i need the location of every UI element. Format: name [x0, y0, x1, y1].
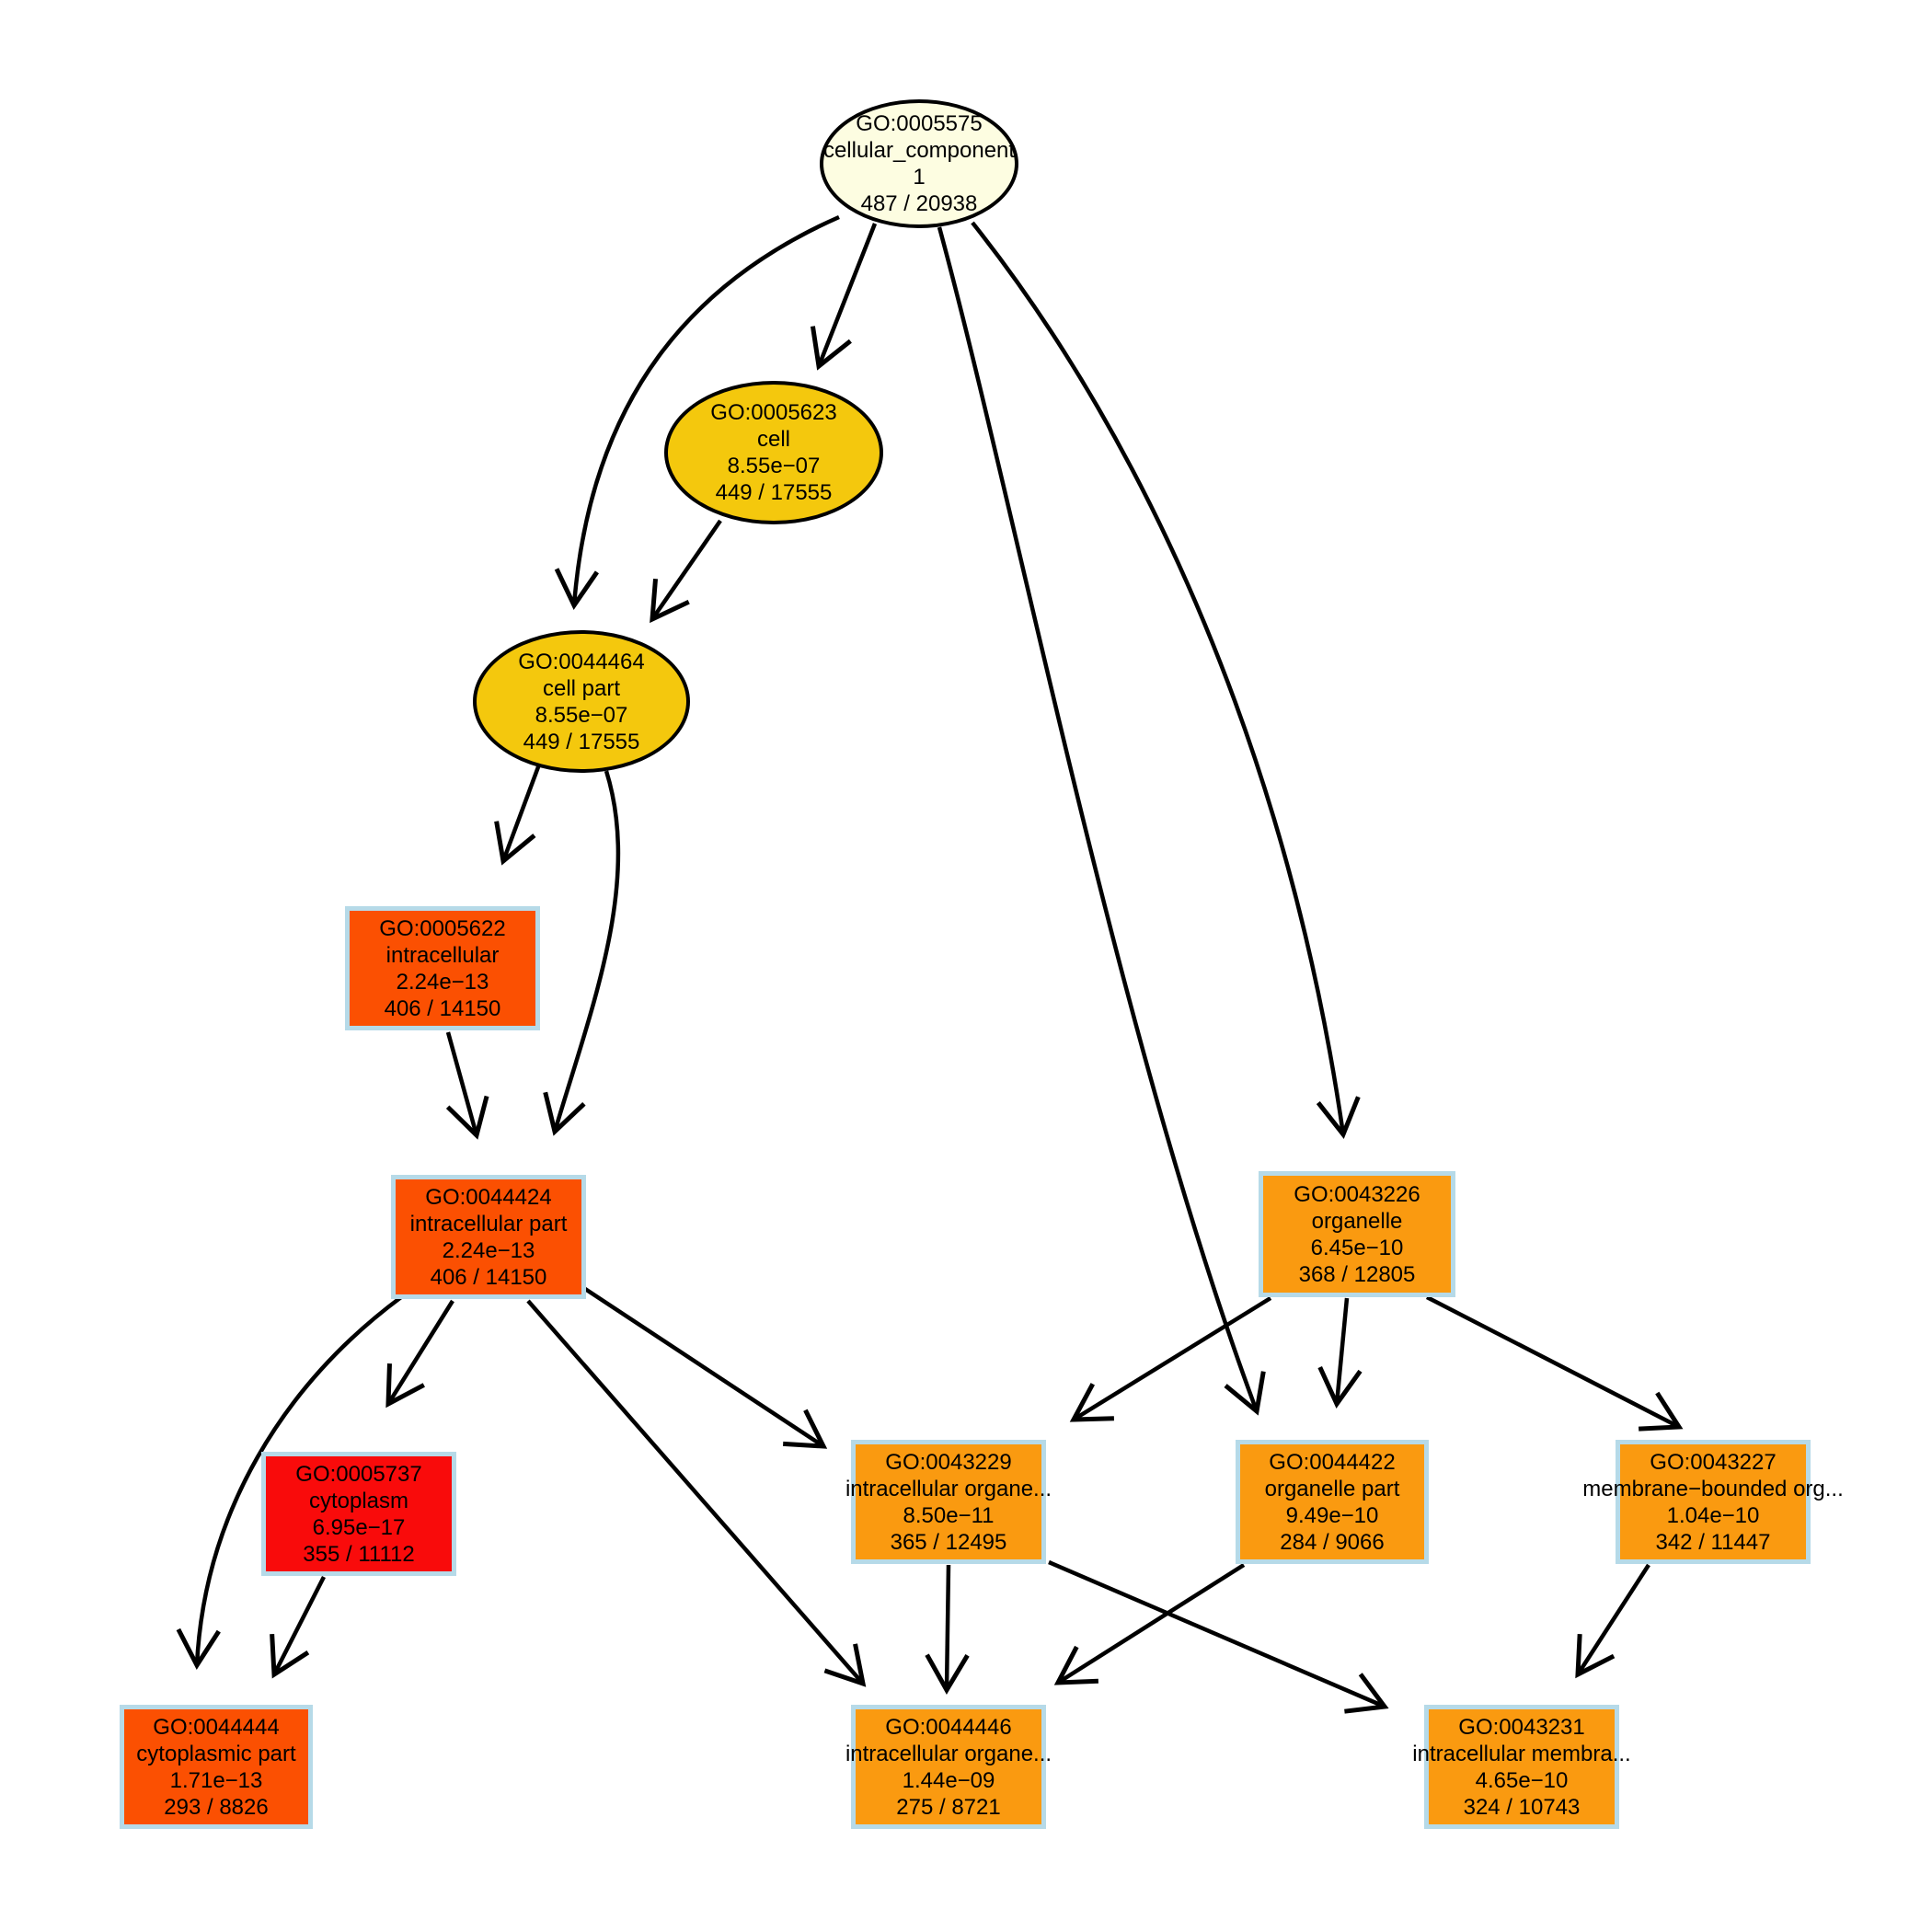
go-pvalue: 1: [913, 165, 926, 190]
node-go0043229-intracellular-organelle: GO:0043229 intracellular organe... 8.50e…: [845, 1440, 1052, 1564]
node-go0044424-intracellular-part: GO:0044424 intracellular part 2.24e−13 4…: [391, 1175, 586, 1299]
edge-go0044422-go0044446: [1053, 1563, 1246, 1685]
edge-go0005623-go0044464: [650, 519, 722, 624]
node-go0043226-organelle: GO:0043226 organelle 6.45e−10 368 / 1280…: [1259, 1171, 1455, 1297]
go-term: membrane−bounded org...: [1582, 1476, 1844, 1501]
go-pvalue: 6.45e−10: [1310, 1235, 1404, 1260]
edge-go0043229-go0044446: [925, 1564, 970, 1695]
go-term: intracellular membra...: [1412, 1741, 1631, 1766]
go-ratio: 342 / 11447: [1655, 1529, 1771, 1555]
edge-go0043226-go0044422: [1317, 1297, 1363, 1409]
go-ratio: 406 / 14150: [384, 995, 501, 1021]
edge-go0044424-go0044446: [526, 1299, 867, 1687]
go-term: cytoplasm: [308, 1488, 409, 1513]
go-pvalue: 4.65e−10: [1475, 1767, 1569, 1793]
edge-go0044424-go0044444: [176, 1295, 403, 1670]
node-go0044446-intracellular-organelle-part: GO:0044446 intracellular organe... 1.44e…: [845, 1705, 1052, 1829]
go-id: GO:0043227: [1650, 1449, 1777, 1475]
node-go0043231-intracellular-membrane-bounded: GO:0043231 intracellular membra... 4.65e…: [1412, 1705, 1631, 1829]
go-id: GO:0044446: [885, 1714, 1012, 1740]
edge-go0043226-go0043227: [1425, 1294, 1684, 1432]
node-go0044422-organelle-part: GO:0044422 organelle part 9.49e−10 284 /…: [1236, 1440, 1429, 1564]
edge-go0044424-go0043229: [581, 1285, 828, 1449]
go-ratio: 275 / 8721: [896, 1794, 1001, 1820]
go-pvalue: 6.95e−17: [312, 1514, 406, 1540]
node-go0005622-intracellular: GO:0005622 intracellular 2.24e−13 406 / …: [345, 906, 540, 1030]
go-term: organelle part: [1264, 1476, 1400, 1501]
go-id: GO:0044444: [153, 1714, 280, 1740]
go-id: GO:0044464: [518, 649, 645, 674]
edge-go0005575-go0043226: [971, 221, 1361, 1139]
go-term: intracellular organe...: [845, 1741, 1052, 1766]
edge-go0043227-go0043231: [1575, 1563, 1650, 1679]
go-term: cellular_component: [822, 138, 1016, 163]
go-id: GO:0043231: [1458, 1714, 1585, 1740]
go-ratio: 293 / 8826: [164, 1794, 269, 1820]
go-id: GO:0044424: [425, 1184, 552, 1210]
go-pvalue: 2.24e−13: [396, 969, 489, 995]
go-term: organelle: [1311, 1208, 1403, 1234]
edge-go0043229-go0043231: [1048, 1559, 1389, 1714]
go-id: GO:0005575: [856, 111, 983, 136]
go-pvalue: 9.49e−10: [1285, 1502, 1379, 1528]
edge-go0044464-go0005622: [494, 764, 542, 866]
edge-go0005737-go0044444: [270, 1575, 327, 1679]
go-term: cell part: [542, 675, 621, 701]
edge-go0043226-go0043229: [1069, 1296, 1272, 1422]
go-id: GO:0005622: [379, 915, 506, 941]
go-term: intracellular part: [409, 1211, 568, 1236]
go-pvalue: 8.55e−07: [727, 454, 821, 478]
edge-go0044424-go0005737: [385, 1299, 454, 1409]
go-term: intracellular organe...: [845, 1476, 1052, 1501]
go-term: intracellular: [385, 942, 500, 968]
edge-go0005575-go0044422: [937, 226, 1266, 1416]
go-ratio: 365 / 12495: [890, 1529, 1007, 1555]
node-go0044464-cell-part: GO:0044464 cell part 8.55e−07 449 / 1755…: [473, 630, 690, 773]
go-ratio: 449 / 17555: [715, 480, 833, 505]
go-ratio: 368 / 12805: [1298, 1261, 1416, 1287]
go-term: cytoplasmic part: [136, 1741, 296, 1766]
go-ratio: 324 / 10743: [1463, 1794, 1581, 1820]
edge-go0005622-go0044424: [445, 1031, 489, 1140]
edge-go0005575-go0044464: [554, 214, 840, 610]
go-id: GO:0043229: [885, 1449, 1012, 1475]
go-pvalue: 1.71e−13: [169, 1767, 263, 1793]
go-ratio: 284 / 9066: [1280, 1529, 1385, 1555]
go-ratio: 406 / 14150: [430, 1264, 547, 1290]
go-ratio: 487 / 20938: [860, 191, 978, 216]
node-go0005623-cell: GO:0005623 cell 8.55e−07 449 / 17555: [664, 381, 883, 524]
go-ratio: 449 / 17555: [523, 729, 640, 754]
go-id: GO:0043226: [1294, 1181, 1420, 1207]
go-pvalue: 1.04e−10: [1666, 1502, 1760, 1528]
edge-go0005575-go0005623: [810, 223, 878, 371]
go-pvalue: 8.55e−07: [535, 702, 628, 728]
edge-go0044464-go0044424: [543, 770, 621, 1136]
go-pvalue: 1.44e−09: [902, 1767, 995, 1793]
node-go0005575-cellular-component: GO:0005575 cellular_component 1 487 / 20…: [820, 99, 1018, 228]
go-id: GO:0044422: [1269, 1449, 1396, 1475]
go-term: cell: [756, 427, 790, 452]
node-go0044444-cytoplasmic-part: GO:0044444 cytoplasmic part 1.71e−13 293…: [120, 1705, 313, 1829]
go-ratio: 355 / 11112: [303, 1541, 415, 1567]
node-go0005737-cytoplasm: GO:0005737 cytoplasm 6.95e−17 355 / 1111…: [261, 1452, 456, 1576]
go-pvalue: 2.24e−13: [442, 1237, 535, 1263]
go-id: GO:0005737: [295, 1461, 422, 1487]
go-pvalue: 8.50e−11: [903, 1502, 995, 1528]
node-go0043227-membrane-bounded-organelle: GO:0043227 membrane−bounded org... 1.04e…: [1582, 1440, 1844, 1564]
go-id: GO:0005623: [710, 400, 837, 425]
